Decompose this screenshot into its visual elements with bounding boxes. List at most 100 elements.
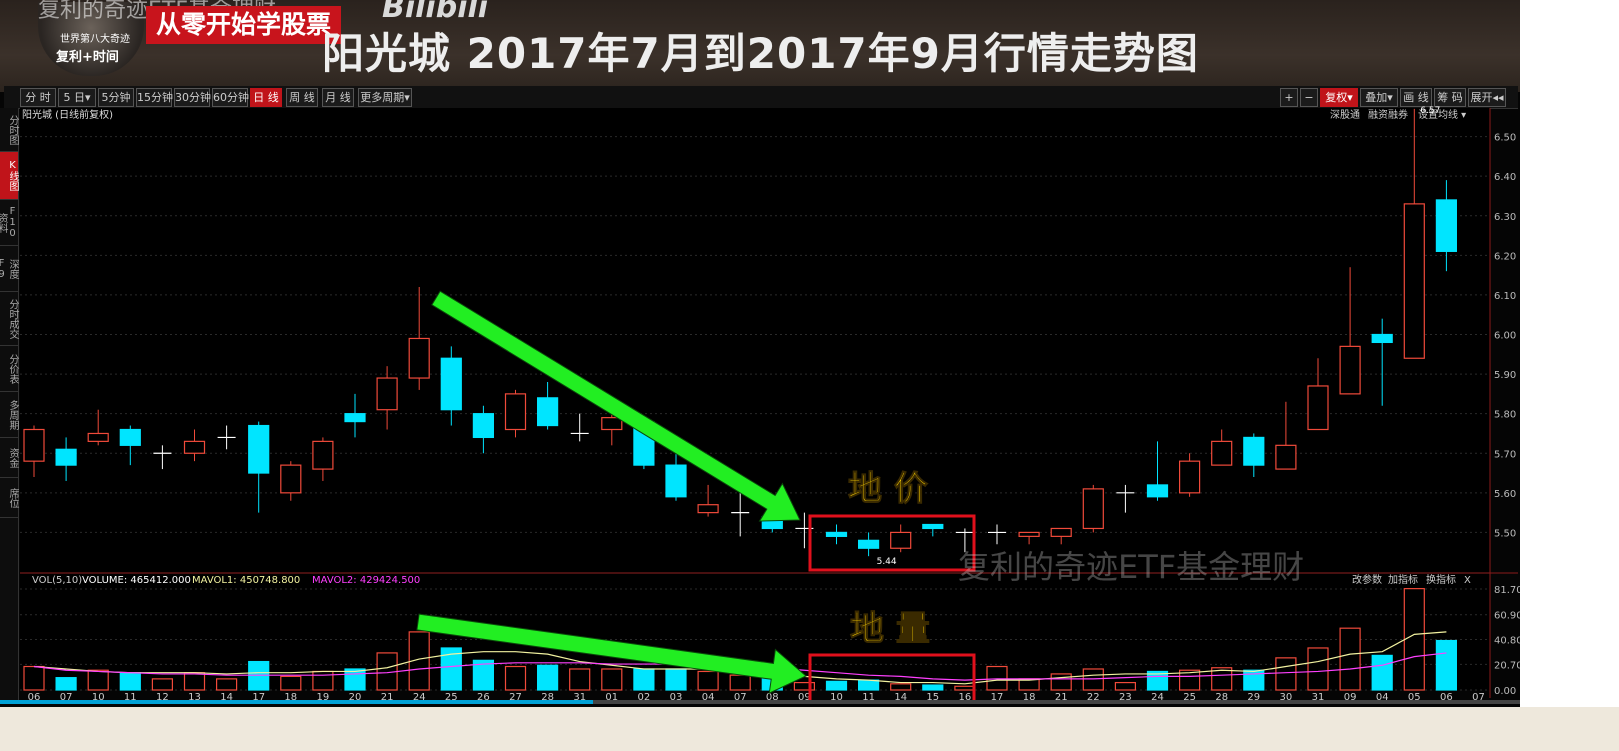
candle-body-25 (825, 531, 848, 537)
corner-watermark: 复利的奇迹ETF基金理财 (958, 548, 1304, 586)
toolbar-btn-9[interactable]: 更多周期▾ (358, 88, 412, 107)
chips-button[interactable]: 筹 码 (1434, 88, 1466, 107)
x-tick-label: 14 (894, 692, 907, 700)
avatar-line1: 世界第八大奇迹 (60, 34, 130, 45)
vol-volume-text: VOLUME: 465412.000 (82, 575, 191, 586)
volume-bar-39 (1275, 657, 1297, 691)
sidebar-item-4[interactable]: 分时成交 (0, 292, 18, 346)
x-tick-label: 18 (1023, 692, 1036, 700)
x-tick-label: 24 (1151, 692, 1164, 700)
video-title: 阳光城 2017年7月到2017年9月行情走势图 (322, 29, 1199, 78)
vol-mavol2-text: MAVOL2: 429424.500 (312, 575, 420, 586)
toolbar-btn-8[interactable]: 月 线 (322, 88, 354, 107)
x-tick-label: 30 (1280, 692, 1293, 700)
volume-bar-41 (1339, 627, 1361, 691)
candle-body-11 (376, 377, 398, 411)
candle-body-43 (1403, 203, 1425, 359)
sidebar-item-1[interactable]: K线图 (0, 152, 18, 200)
x-tick-label: 21 (381, 692, 394, 700)
x-tick-label: 12 (156, 692, 169, 700)
volume-bar-30 (986, 665, 1008, 691)
x-tick-label: 18 (284, 692, 297, 700)
candle-body-32 (1050, 527, 1072, 537)
x-tick-label: 02 (638, 692, 651, 700)
toolbar-btn-0[interactable]: 分 时 (20, 88, 56, 107)
vol-panel-button-3: X (1464, 575, 1471, 586)
volume-bar-0 (23, 665, 45, 691)
sidebar-item-8[interactable]: 席位 (0, 478, 18, 518)
volume-bar-25 (825, 680, 848, 691)
volume-bar-18 (601, 668, 623, 691)
panel-button-0: 深股通 (1330, 109, 1360, 121)
x-tick-label: 27 (509, 692, 522, 700)
volume-bar-37 (1211, 667, 1233, 691)
toolbar-btn-3[interactable]: 15分钟 (136, 88, 173, 107)
toolbar-btn-4[interactable]: 30分钟 (174, 88, 211, 107)
volume-bar-24 (793, 681, 816, 691)
volume-bar-26 (857, 679, 880, 691)
x-tick-label: 26 (477, 692, 490, 700)
toolbar-btn-5[interactable]: 60分钟 (212, 88, 249, 107)
price-bottom-box (808, 514, 976, 572)
progress-track[interactable] (592, 700, 1520, 704)
x-tick-label: 29 (1247, 692, 1260, 700)
overlay-button[interactable]: 叠加▾ (1360, 88, 1398, 107)
volume-bar-27 (890, 683, 912, 691)
x-tick-label: 31 (573, 692, 586, 700)
x-tick-label: 01 (605, 692, 618, 700)
zoom-out-button[interactable]: − (1300, 88, 1318, 107)
sidebar-item-5[interactable]: 分价表 (0, 346, 18, 392)
volume-bar-21 (697, 670, 719, 691)
candle-body-14 (472, 413, 494, 439)
channel-avatar: 世界第八大奇迹 复利+时间 (38, 2, 144, 76)
sidebar-item-2[interactable]: F10资料 (0, 200, 18, 246)
sidebar-item-0[interactable]: 分时图 (0, 108, 18, 152)
x-tick-label: 28 (1215, 692, 1228, 700)
toolbar-btn-7[interactable]: 周 线 (286, 88, 318, 107)
candle-body-13 (440, 357, 462, 411)
vol-tick-label: 60.90 (1494, 611, 1520, 622)
candle-body-39 (1275, 444, 1297, 470)
toolbar-btn-6[interactable]: 日 线 (250, 88, 282, 107)
candle-body-18 (601, 417, 623, 431)
volume-bar-7 (248, 660, 270, 691)
x-tick-label: 25 (445, 692, 458, 700)
expand-button[interactable]: 展开◂◂ (1468, 88, 1506, 107)
candle-body-42 (1371, 333, 1393, 344)
sidebar-item-7[interactable]: 资金 (0, 438, 18, 478)
sidebar-item-6[interactable]: 多周期 (0, 392, 18, 438)
candle-body-0 (23, 428, 45, 462)
candle-body-27 (890, 531, 912, 549)
x-tick-label: 09 (798, 692, 811, 700)
sidebar-item-3[interactable]: 深度F9 (0, 246, 18, 292)
price-decline-arrow (431, 290, 801, 522)
vol-tick-label: 0.00 (1494, 686, 1516, 697)
zoom-in-button[interactable]: + (1280, 88, 1298, 107)
toolbar-btn-2[interactable]: 5分钟 (98, 88, 134, 107)
volume-bar-10 (344, 668, 366, 691)
volume-bar-3 (119, 672, 141, 691)
toolbar-btn-1[interactable]: 5 日▾ (58, 88, 96, 107)
volume-bar-33 (1082, 668, 1104, 691)
x-tick-label: 17 (252, 692, 265, 700)
video-progress-bar[interactable] (0, 700, 593, 704)
candle-body-9 (312, 440, 334, 470)
x-tick-label: 10 (830, 692, 843, 700)
right-margin (1520, 0, 1619, 751)
volume-bar-12 (408, 631, 430, 691)
stock-label: 阳光城 (日线前复权) (22, 108, 113, 121)
fuquan-button[interactable]: 复权▾ (1320, 88, 1358, 107)
candle-body-16 (536, 397, 559, 427)
price-tick-label: 6.20 (1494, 251, 1516, 262)
volume-bar-28 (922, 684, 944, 691)
x-tick-label: 07 (734, 692, 747, 700)
candle-body-41 (1339, 345, 1361, 395)
draw-line-button[interactable]: 画 线 (1400, 88, 1432, 107)
volume-bar-29 (954, 685, 976, 691)
x-tick-label: 13 (188, 692, 201, 700)
x-tick-label: 17 (991, 692, 1004, 700)
x-tick-label: 07 (1472, 692, 1485, 700)
price-tick-label: 6.00 (1494, 331, 1516, 342)
volume-bar-9 (312, 670, 334, 691)
x-tick-label: 06 (28, 692, 41, 700)
